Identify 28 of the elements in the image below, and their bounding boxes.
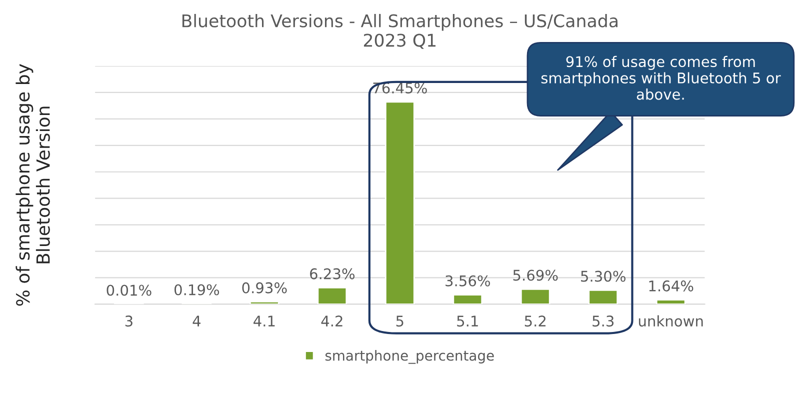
data-label: 0.19%: [174, 284, 220, 296]
data-label: 1.64%: [649, 280, 694, 292]
data-label: 6.23%: [310, 268, 355, 280]
x-tick-label: 4.2: [321, 316, 342, 326]
data-label: 0.93%: [242, 282, 287, 294]
data-label: 5.30%: [581, 270, 626, 282]
bar: [656, 299, 686, 304]
x-tick-label: 4.1: [254, 316, 275, 326]
x-tick-label: 5.3: [592, 316, 614, 327]
y-axis-title: % of smartphone usage by Bluetooth Version: [16, 64, 50, 306]
x-tick-label: 5.1: [457, 316, 478, 327]
data-label: 5.69%: [513, 270, 558, 281]
bar: [384, 101, 415, 304]
bar: [520, 288, 550, 304]
x-tick-label: unknown: [638, 315, 703, 327]
chart-title: Bluetooth Versions - All Smartphones – US/Canada 2023 Q1: [182, 14, 618, 49]
legend-label: smartphone_percentage: [325, 350, 494, 364]
bar: [250, 301, 280, 304]
x-tick-label: 4: [192, 316, 201, 326]
annotation: 91% of usage comes from smartphones with Bluetooth 5 or above.: [541, 56, 781, 100]
x-tick-label: 5.2: [524, 316, 546, 327]
data-label: 3.56%: [446, 275, 490, 286]
bar: [317, 287, 348, 304]
data-label: 0.01%: [106, 284, 152, 296]
bar: [588, 289, 618, 304]
x-tick-label: 5: [396, 316, 404, 327]
x-tick-label: 3: [125, 316, 132, 327]
bar: [452, 294, 483, 304]
